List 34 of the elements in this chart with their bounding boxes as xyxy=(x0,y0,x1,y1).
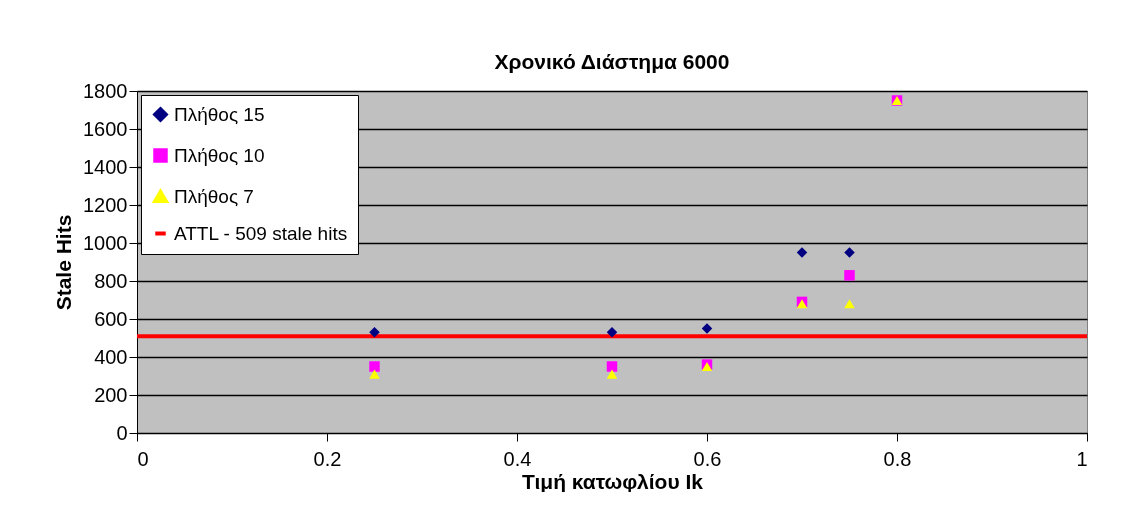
x-tick-label: 1 xyxy=(1076,447,1088,470)
x-tick-label: 0.8 xyxy=(883,447,912,470)
y-tick-label: 1800 xyxy=(83,79,128,102)
point xyxy=(844,247,855,258)
point xyxy=(701,323,713,334)
legend-label: Πλήθος 10 xyxy=(174,144,265,166)
y-tick-label: 1200 xyxy=(83,193,128,216)
y-tick-label: 1400 xyxy=(83,155,128,178)
chart-title: Χρονικό Διάστημα 6000 xyxy=(494,50,730,73)
x-tick-label: 0 xyxy=(137,447,149,470)
legend-label: Πλήθος 15 xyxy=(174,103,265,125)
point xyxy=(606,361,618,372)
x-tick-label: 0.2 xyxy=(313,447,342,470)
point xyxy=(844,299,855,309)
x-tick-label: 0.4 xyxy=(503,447,532,470)
y-tick-label: 0 xyxy=(116,421,128,444)
y-tick-label: 1600 xyxy=(83,117,128,140)
point xyxy=(369,327,380,338)
x-axis-title: Τιμή κατωφλίου Ik xyxy=(522,469,704,493)
legend-label: ATTL - 509 stale hits xyxy=(174,222,348,244)
point xyxy=(844,270,855,281)
x-tick-label: 0.6 xyxy=(693,447,722,470)
y-tick-label: 600 xyxy=(94,307,128,330)
point xyxy=(606,369,618,379)
y-tick-label: 400 xyxy=(94,345,128,368)
y-tick-label: 800 xyxy=(94,269,128,292)
point xyxy=(796,247,808,258)
y-tick-label: 1000 xyxy=(83,231,128,254)
point xyxy=(369,361,380,372)
y-axis-title: Stale Hits xyxy=(52,214,76,311)
point xyxy=(606,327,618,338)
point xyxy=(369,369,380,379)
y-tick-label: 200 xyxy=(94,383,128,406)
legend-label: Πλήθος 7 xyxy=(174,185,254,207)
